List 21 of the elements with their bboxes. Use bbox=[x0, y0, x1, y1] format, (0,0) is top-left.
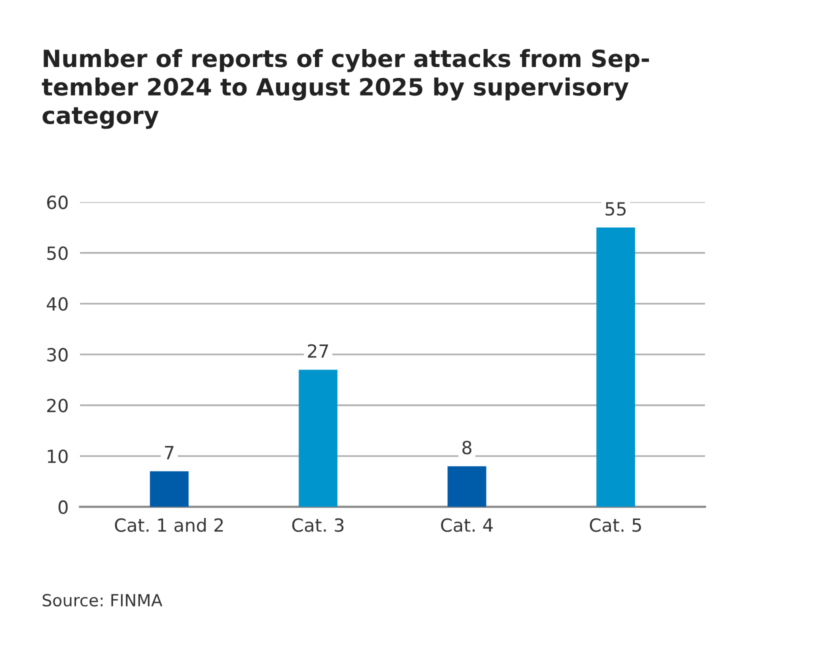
y-tick-label: 60 bbox=[47, 196, 68, 210]
chart-title: Number of reports of cyber attacks from Sep- tember 2024 to August 2025 by supervisory category bbox=[42, 49, 649, 129]
y-tick-label: 50 bbox=[47, 246, 68, 260]
y-tick-label: 0 bbox=[58, 500, 68, 514]
data-label: 27 bbox=[308, 344, 328, 358]
source-note: Source: FINMA bbox=[42, 594, 162, 607]
bar bbox=[596, 227, 636, 507]
x-tick-label: Cat. 4 bbox=[441, 518, 493, 532]
data-label: 8 bbox=[462, 440, 472, 454]
y-tick-label: 10 bbox=[48, 450, 68, 464]
x-tick-label: Cat. 5 bbox=[590, 518, 642, 532]
y-tick-label: 30 bbox=[47, 348, 68, 362]
bar bbox=[448, 466, 486, 507]
bar bbox=[150, 471, 189, 507]
y-tick-label: 20 bbox=[47, 398, 68, 412]
y-tick-label: 40 bbox=[46, 297, 68, 311]
data-label: 55 bbox=[606, 202, 626, 216]
bar bbox=[298, 370, 338, 507]
data-label: 7 bbox=[165, 446, 174, 460]
x-tick-label: Cat. 3 bbox=[292, 518, 344, 532]
x-tick-label: Cat. 1 and 2 bbox=[114, 518, 223, 532]
